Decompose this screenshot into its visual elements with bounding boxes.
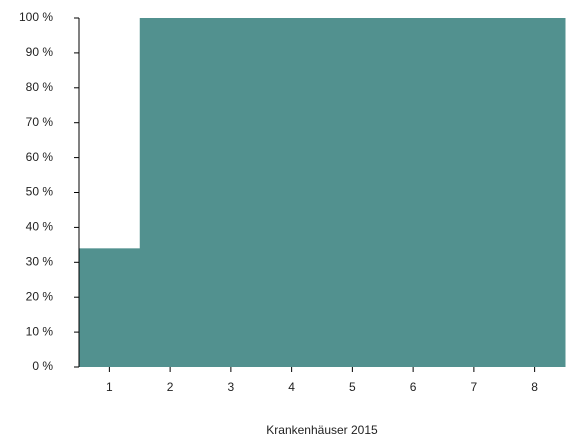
y-tick-label: 60 % — [26, 150, 54, 164]
y-tick-label: 50 % — [26, 185, 54, 199]
y-tick-label: 100 % — [19, 10, 53, 24]
x-tick-label: 5 — [349, 380, 356, 394]
bar — [443, 18, 505, 367]
bar — [382, 18, 444, 367]
x-tick-label: 6 — [410, 380, 417, 394]
y-tick-label: 20 % — [26, 289, 54, 303]
y-tick-label: 30 % — [26, 254, 54, 268]
y-tick-label: 80 % — [26, 80, 54, 94]
y-tick-label: 40 % — [26, 220, 54, 234]
x-tick-label: 2 — [167, 380, 174, 394]
x-tick-label: 7 — [471, 380, 478, 394]
bar — [261, 18, 323, 367]
x-tick-label: 1 — [106, 380, 113, 394]
x-tick-label: 4 — [288, 380, 295, 394]
y-tick-label: 0 % — [32, 359, 53, 373]
x-tick-label: 8 — [531, 380, 538, 394]
bar — [139, 18, 201, 367]
bar — [504, 18, 566, 367]
bar — [200, 18, 262, 367]
y-tick-label: 90 % — [26, 45, 54, 59]
bar — [322, 18, 384, 367]
y-tick-label: 10 % — [26, 324, 54, 338]
x-tick-label: 3 — [228, 380, 235, 394]
y-tick-label: 70 % — [26, 115, 54, 129]
x-axis-label: Krankenhäuser 2015 — [266, 423, 378, 437]
bar — [79, 248, 141, 367]
